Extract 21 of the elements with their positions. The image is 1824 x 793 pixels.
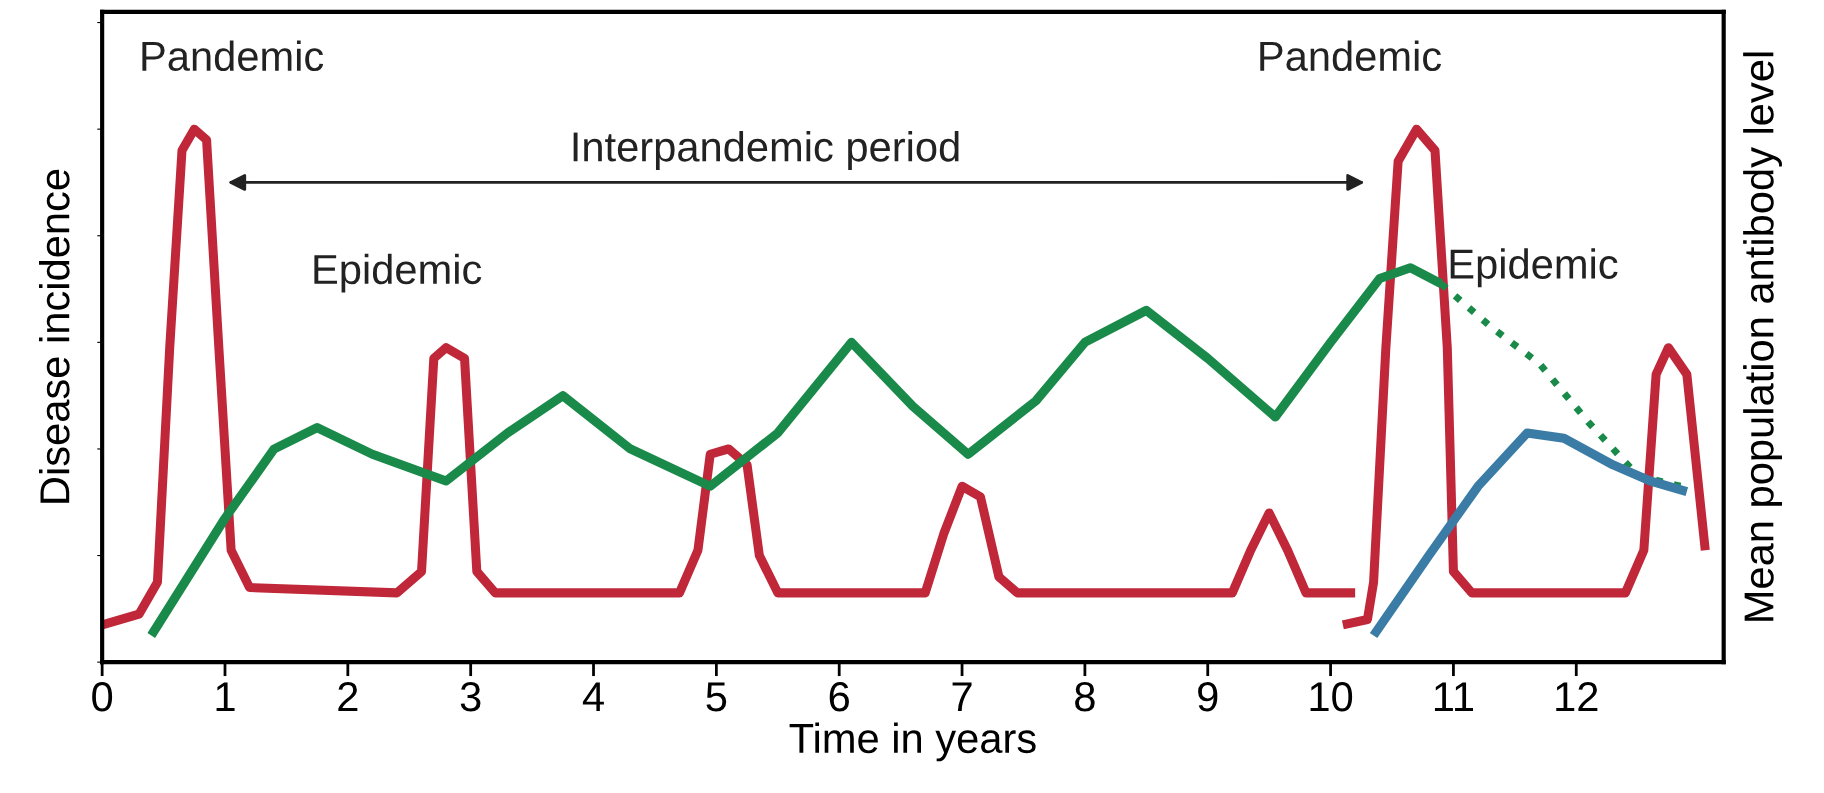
x-tick-label: 0 [92,682,113,712]
x-tick-label: 11 [1434,682,1474,712]
x-tick-label: 6 [829,682,849,712]
x-tick-label: 3 [460,682,481,712]
y2-axis-title: Mean population antibody level [1743,52,1782,621]
x-tick-label: 2 [338,682,358,712]
x-tick-label: 10 [1310,682,1353,712]
x-axis-title: Time in years [789,722,1036,762]
x-tick-label: 8 [1075,682,1095,712]
annotation: Epidemic [314,253,482,293]
annotation: Interpandemic period [573,131,959,170]
x-tick-label: 5 [706,682,727,712]
y-axis-title: Disease incidence [39,169,70,503]
x-tick-label: 12 [1556,682,1598,712]
x-tick-label: 4 [582,682,604,712]
x-tick-label: 1 [216,682,235,712]
text: Pandemic [142,40,324,72]
text: Pandemic [1260,40,1442,72]
x-tick-label: 7 [952,682,972,712]
x-tick-label: 9 [1198,682,1218,712]
annotation: Epidemic [1450,248,1618,288]
